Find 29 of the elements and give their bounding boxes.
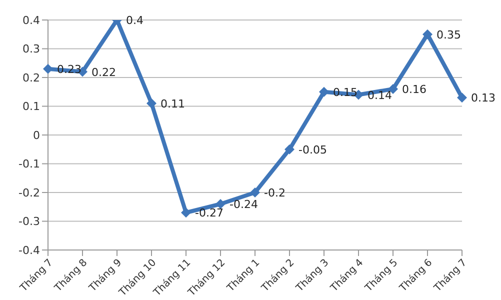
y-tick-label: -0.1 — [18, 158, 40, 171]
y-tick-label: -0.2 — [18, 186, 40, 200]
data-label: 0.22 — [92, 66, 116, 79]
y-tick-label: 0.2 — [22, 71, 40, 84]
y-tick-label: 0.3 — [22, 42, 40, 56]
data-label: -0.27 — [195, 206, 224, 220]
data-label: 0.35 — [436, 28, 461, 42]
y-tick-label: 0 — [33, 128, 40, 142]
point — [284, 144, 294, 154]
y-tick-label: -0.4 — [18, 244, 40, 257]
point — [250, 188, 260, 198]
y-tick-label: 0.1 — [22, 100, 40, 114]
data-label: 0.4 — [126, 14, 144, 27]
data-label: -0.05 — [298, 143, 327, 156]
y-tick-label: 0.4 — [22, 14, 40, 27]
data-label: -0.24 — [230, 198, 258, 211]
point — [181, 208, 191, 218]
data-label: 0.13 — [471, 92, 496, 105]
point — [457, 92, 467, 103]
point — [43, 64, 53, 74]
data-label: 0.11 — [160, 97, 185, 110]
data-label: -0.2 — [264, 186, 286, 200]
y-tick-label: -0.3 — [18, 215, 40, 228]
point — [146, 98, 156, 108]
point — [422, 29, 432, 40]
point — [319, 86, 329, 97]
point — [216, 199, 226, 209]
data-label: 0.16 — [402, 83, 426, 96]
data-label: 0.14 — [368, 88, 392, 102]
